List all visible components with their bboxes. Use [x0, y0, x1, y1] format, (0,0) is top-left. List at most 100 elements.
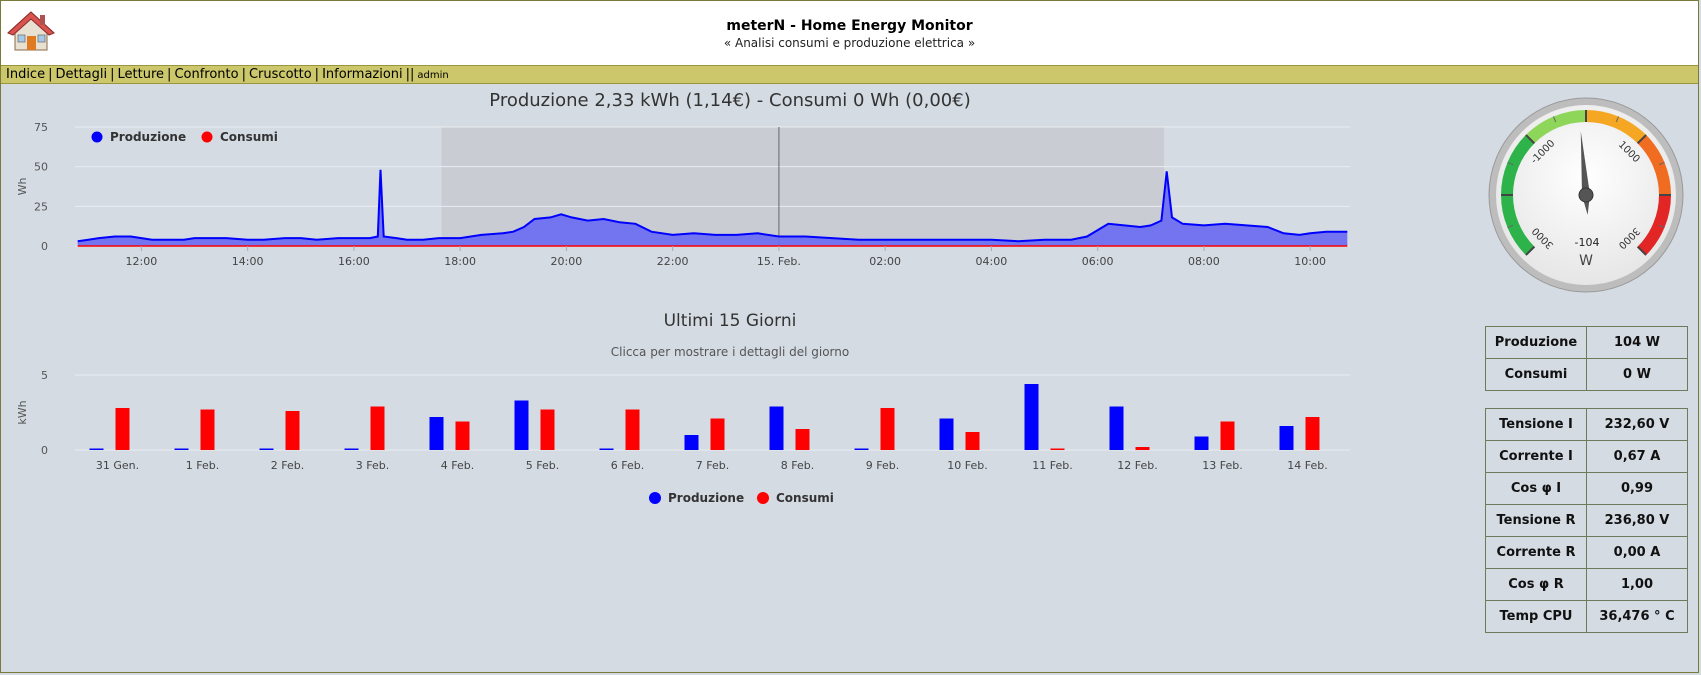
- chart-15days-subtitle: Clicca per mostrare i dettagli del giorn…: [610, 345, 850, 359]
- menu-bar: Indice | Dettagli | Letture | Confronto | Crusco…: [1, 65, 1698, 84]
- menu-separator: |: [314, 67, 320, 82]
- y-axis-label: Wh: [16, 178, 29, 196]
- bar-consumi: [200, 409, 215, 450]
- menu-item-letture[interactable]: Letture: [117, 67, 165, 82]
- gauge-minor-tick: [1615, 116, 1619, 123]
- live-label: Produzione: [1485, 326, 1587, 359]
- bar-consumi: [625, 409, 640, 450]
- table-row: Temp CPU 36,476 ° C: [1485, 600, 1688, 633]
- x-tick-label: 14 Feb.: [1287, 459, 1327, 472]
- reading-value: 232,60 V: [1586, 408, 1688, 441]
- header: meterN - Home Energy Monitor « Analisi c…: [1, 1, 1698, 65]
- reading-value: 0,99: [1586, 472, 1688, 505]
- bar-produzione: [344, 448, 359, 450]
- reading-label: Cos φ I: [1485, 472, 1587, 505]
- y-tick-label: 75: [34, 121, 48, 134]
- reading-label: Cos φ R: [1485, 568, 1587, 601]
- bar-produzione: [769, 406, 784, 450]
- reading-value: 0,67 A: [1586, 440, 1688, 473]
- table-row: Cos φ I 0,99: [1485, 472, 1688, 505]
- menu-separator: |: [48, 67, 53, 82]
- x-tick-label: 15. Feb.: [757, 255, 801, 268]
- table-row: Cos φ R 1,00: [1485, 568, 1688, 601]
- x-tick-label: 7 Feb.: [696, 459, 729, 472]
- bar-produzione: [514, 400, 529, 450]
- live-value: 0 W: [1586, 358, 1688, 391]
- gauge-hub: [1578, 187, 1594, 203]
- bar-consumi: [285, 411, 300, 450]
- x-tick-label: 06:00: [1082, 255, 1114, 268]
- x-tick-label: 16:00: [338, 255, 370, 268]
- menu-separator: ||: [405, 67, 415, 82]
- gauge-minor-tick: [1507, 224, 1514, 228]
- menu-separator: |: [167, 67, 172, 82]
- legend-produzione-marker: [649, 492, 661, 504]
- table-row: Corrente I 0,67 A: [1485, 440, 1688, 473]
- x-tick-label: 3 Feb.: [356, 459, 389, 472]
- bar-consumi: [115, 408, 130, 450]
- menu-separator: |: [110, 67, 115, 82]
- y-tick-label: 0: [41, 240, 48, 253]
- x-tick-label: 04:00: [976, 255, 1008, 268]
- gauge-band-orange: [1586, 110, 1647, 144]
- app-subtitle: « Analisi consumi e produzione elettrica…: [723, 36, 976, 50]
- y-tick-label: 25: [34, 200, 48, 213]
- bar-produzione: [429, 417, 444, 450]
- gauge-minor-tick: [1658, 162, 1665, 166]
- live-value: 104 W: [1586, 326, 1688, 359]
- x-tick-label: 14:00: [232, 255, 264, 268]
- menu-item-dettagli[interactable]: Dettagli: [55, 67, 108, 82]
- x-tick-label: 31 Gen.: [96, 459, 139, 472]
- bar-consumi: [795, 429, 810, 450]
- reading-label: Corrente R: [1485, 536, 1587, 569]
- legend-consumi-label: Consumi: [776, 491, 834, 505]
- chart-15days-title: Ultimi 15 Giorni: [663, 311, 797, 331]
- gauge-band-darkorange: [1637, 134, 1671, 195]
- reading-value: 236,80 V: [1586, 504, 1688, 537]
- table-row: Tensione I 232,60 V: [1485, 408, 1688, 441]
- bar-produzione: [684, 435, 699, 450]
- bar-produzione: [259, 448, 274, 450]
- menu-item-cruscotto[interactable]: Cruscotto: [248, 67, 312, 82]
- x-tick-label: 08:00: [1188, 255, 1220, 268]
- legend-produzione-label: Produzione: [668, 491, 744, 505]
- legend-produzione-marker: [91, 131, 103, 143]
- menu-item-confronto[interactable]: Confronto: [174, 67, 239, 82]
- x-tick-label: 6 Feb.: [611, 459, 644, 472]
- x-tick-label: 13 Feb.: [1202, 459, 1242, 472]
- x-tick-label: 10:00: [1294, 255, 1326, 268]
- gauge-minor-tick: [1553, 116, 1557, 123]
- menu-item-informazioni[interactable]: Informazioni: [322, 67, 403, 82]
- x-tick-label: 4 Feb.: [441, 459, 474, 472]
- legend-consumi-marker: [757, 492, 769, 504]
- x-tick-label: 20:00: [551, 255, 583, 268]
- bar-consumi: [880, 408, 895, 450]
- bar-produzione: [1024, 384, 1039, 450]
- readings-table: Tensione I 232,60 V Corrente I 0,67 A Cos …: [1485, 408, 1688, 633]
- x-tick-label: 8 Feb.: [781, 459, 814, 472]
- bar-consumi: [1220, 421, 1235, 450]
- live-power-table: Produzione 104 W Consumi 0 W: [1485, 326, 1688, 391]
- reading-value: 0,00 A: [1586, 536, 1688, 569]
- x-tick-label: 1 Feb.: [186, 459, 219, 472]
- bar-consumi: [1135, 447, 1150, 450]
- gauge-band-lightgreen: [1525, 110, 1586, 144]
- bar-produzione: [599, 448, 614, 450]
- y-tick-label: 50: [34, 161, 48, 174]
- bar-produzione: [89, 448, 104, 450]
- y-tick-label: 0: [41, 444, 48, 457]
- menu-separator: |: [241, 67, 246, 82]
- produzione-line: [77, 169, 1348, 243]
- bar-consumi: [1050, 448, 1065, 450]
- x-tick-label: 2 Feb.: [271, 459, 304, 472]
- menu-item-indice[interactable]: Indice: [6, 67, 46, 82]
- bar-consumi: [455, 421, 470, 450]
- reading-label: Tensione R: [1485, 504, 1587, 537]
- table-row: Produzione 104 W: [1485, 326, 1688, 359]
- chart-15days[interactable]: 0 5 kWh 31 Gen. 1 Feb. 2 Feb. 3 Feb. 4 Feb. 5 Fe…: [0, 363, 1480, 513]
- bar-produzione: [1109, 406, 1124, 450]
- home-icon[interactable]: [7, 10, 55, 52]
- chart-day[interactable]: 0 25 50 75 Wh 12:00 14:00 16:00 18:00 20:00 22:00 1…: [0, 115, 1480, 325]
